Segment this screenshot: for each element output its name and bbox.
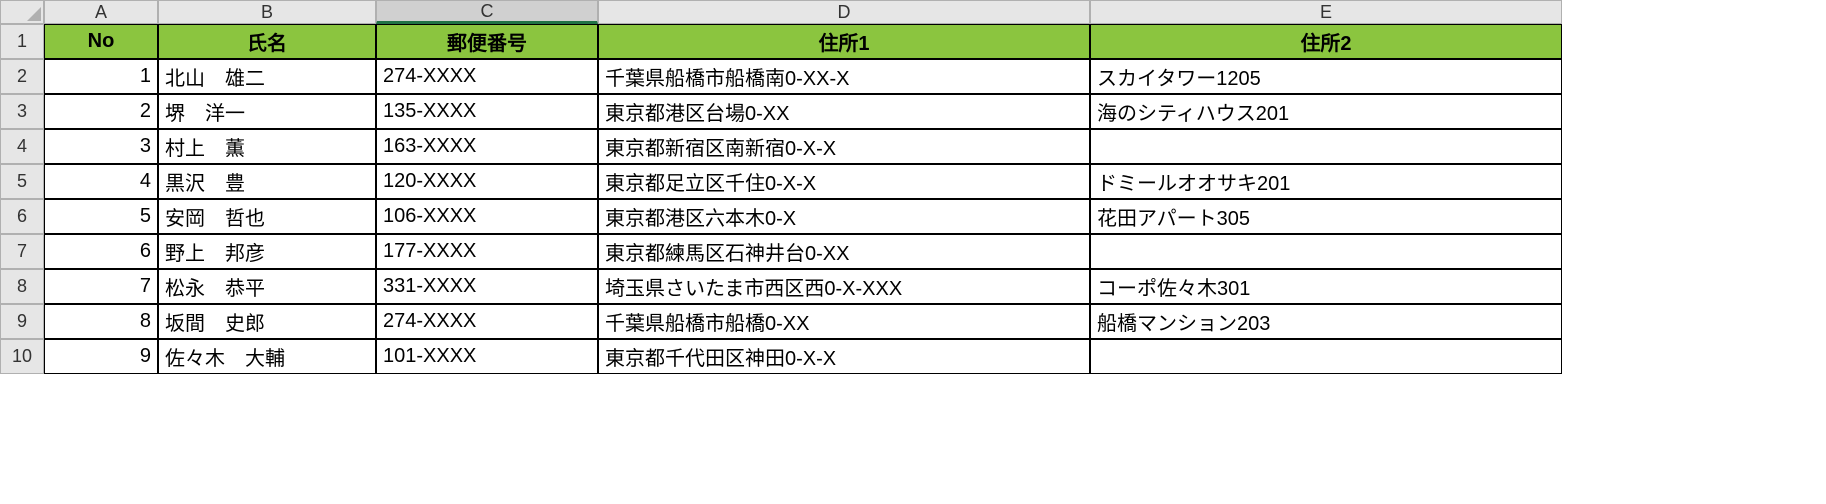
table-row: 4 3 村上 薫 163-XXXX 東京都新宿区南新宿0-X-X <box>0 129 1826 164</box>
header-zip[interactable]: 郵便番号 <box>376 24 598 59</box>
cell-addr1[interactable]: 東京都練馬区石神井台0-XX <box>598 234 1090 269</box>
cell-no[interactable]: 6 <box>44 234 158 269</box>
table-row: 1 No 氏名 郵便番号 住所1 住所2 <box>0 24 1826 59</box>
cell-zip[interactable]: 177-XXXX <box>376 234 598 269</box>
cell-no[interactable]: 1 <box>44 59 158 94</box>
header-no[interactable]: No <box>44 24 158 59</box>
cell-name[interactable]: 黒沢 豊 <box>158 164 376 199</box>
cell-zip[interactable]: 274-XXXX <box>376 304 598 339</box>
cell-addr1[interactable]: 東京都港区六本木0-X <box>598 199 1090 234</box>
cell-addr2[interactable]: ドミールオオサキ201 <box>1090 164 1562 199</box>
column-header-e[interactable]: E <box>1090 0 1562 24</box>
row-header-1[interactable]: 1 <box>0 24 44 59</box>
cell-zip[interactable]: 331-XXXX <box>376 269 598 304</box>
header-addr1[interactable]: 住所1 <box>598 24 1090 59</box>
cell-name[interactable]: 堺 洋一 <box>158 94 376 129</box>
cell-addr1[interactable]: 千葉県船橋市船橋南0-XX-X <box>598 59 1090 94</box>
cell-no[interactable]: 4 <box>44 164 158 199</box>
cell-name[interactable]: 村上 薫 <box>158 129 376 164</box>
cell-addr2[interactable] <box>1090 129 1562 164</box>
table-row: 3 2 堺 洋一 135-XXXX 東京都港区台場0-XX 海のシティハウス20… <box>0 94 1826 129</box>
cell-no[interactable]: 9 <box>44 339 158 374</box>
cell-name[interactable]: 北山 雄二 <box>158 59 376 94</box>
cell-addr1[interactable]: 千葉県船橋市船橋0-XX <box>598 304 1090 339</box>
cell-addr1[interactable]: 東京都新宿区南新宿0-X-X <box>598 129 1090 164</box>
table-row: 2 1 北山 雄二 274-XXXX 千葉県船橋市船橋南0-XX-X スカイタワ… <box>0 59 1826 94</box>
column-header-c[interactable]: C <box>376 0 598 24</box>
header-name[interactable]: 氏名 <box>158 24 376 59</box>
table-row: 6 5 安岡 哲也 106-XXXX 東京都港区六本木0-X 花田アパート305 <box>0 199 1826 234</box>
cell-no[interactable]: 2 <box>44 94 158 129</box>
cell-addr2[interactable]: 海のシティハウス201 <box>1090 94 1562 129</box>
cell-addr1[interactable]: 東京都千代田区神田0-X-X <box>598 339 1090 374</box>
cell-zip[interactable]: 101-XXXX <box>376 339 598 374</box>
cell-addr2[interactable]: コーポ佐々木301 <box>1090 269 1562 304</box>
cell-name[interactable]: 坂間 史郎 <box>158 304 376 339</box>
row-header-8[interactable]: 8 <box>0 269 44 304</box>
cell-name[interactable]: 松永 恭平 <box>158 269 376 304</box>
table-row: 7 6 野上 邦彦 177-XXXX 東京都練馬区石神井台0-XX <box>0 234 1826 269</box>
column-header-a[interactable]: A <box>44 0 158 24</box>
row-header-7[interactable]: 7 <box>0 234 44 269</box>
cell-addr2[interactable]: 花田アパート305 <box>1090 199 1562 234</box>
row-header-4[interactable]: 4 <box>0 129 44 164</box>
cell-zip[interactable]: 163-XXXX <box>376 129 598 164</box>
row-header-9[interactable]: 9 <box>0 304 44 339</box>
cell-name[interactable]: 野上 邦彦 <box>158 234 376 269</box>
column-header-d[interactable]: D <box>598 0 1090 24</box>
cell-addr2[interactable]: 船橋マンション203 <box>1090 304 1562 339</box>
table-row: 10 9 佐々木 大輔 101-XXXX 東京都千代田区神田0-X-X <box>0 339 1826 374</box>
row-header-10[interactable]: 10 <box>0 339 44 374</box>
cell-addr2[interactable] <box>1090 234 1562 269</box>
cell-zip[interactable]: 274-XXXX <box>376 59 598 94</box>
cell-name[interactable]: 佐々木 大輔 <box>158 339 376 374</box>
row-header-6[interactable]: 6 <box>0 199 44 234</box>
cell-zip[interactable]: 120-XXXX <box>376 164 598 199</box>
select-all-corner[interactable] <box>0 0 44 24</box>
cell-zip[interactable]: 106-XXXX <box>376 199 598 234</box>
table-row: 5 4 黒沢 豊 120-XXXX 東京都足立区千住0-X-X ドミールオオサキ… <box>0 164 1826 199</box>
row-header-3[interactable]: 3 <box>0 94 44 129</box>
table-row: 9 8 坂間 史郎 274-XXXX 千葉県船橋市船橋0-XX 船橋マンション2… <box>0 304 1826 339</box>
cell-zip[interactable]: 135-XXXX <box>376 94 598 129</box>
row-header-2[interactable]: 2 <box>0 59 44 94</box>
row-header-5[interactable]: 5 <box>0 164 44 199</box>
column-header-row: A B C D E <box>0 0 1826 24</box>
cell-no[interactable]: 8 <box>44 304 158 339</box>
cell-no[interactable]: 5 <box>44 199 158 234</box>
spreadsheet-grid[interactable]: A B C D E 1 No 氏名 郵便番号 住所1 住所2 2 1 北山 雄二… <box>0 0 1826 374</box>
column-header-b[interactable]: B <box>158 0 376 24</box>
cell-addr2[interactable] <box>1090 339 1562 374</box>
cell-name[interactable]: 安岡 哲也 <box>158 199 376 234</box>
cell-addr1[interactable]: 埼玉県さいたま市西区西0-X-XXX <box>598 269 1090 304</box>
table-row: 8 7 松永 恭平 331-XXXX 埼玉県さいたま市西区西0-X-XXX コー… <box>0 269 1826 304</box>
cell-addr1[interactable]: 東京都足立区千住0-X-X <box>598 164 1090 199</box>
cell-no[interactable]: 7 <box>44 269 158 304</box>
cell-addr2[interactable]: スカイタワー1205 <box>1090 59 1562 94</box>
header-addr2[interactable]: 住所2 <box>1090 24 1562 59</box>
cell-no[interactable]: 3 <box>44 129 158 164</box>
cell-addr1[interactable]: 東京都港区台場0-XX <box>598 94 1090 129</box>
